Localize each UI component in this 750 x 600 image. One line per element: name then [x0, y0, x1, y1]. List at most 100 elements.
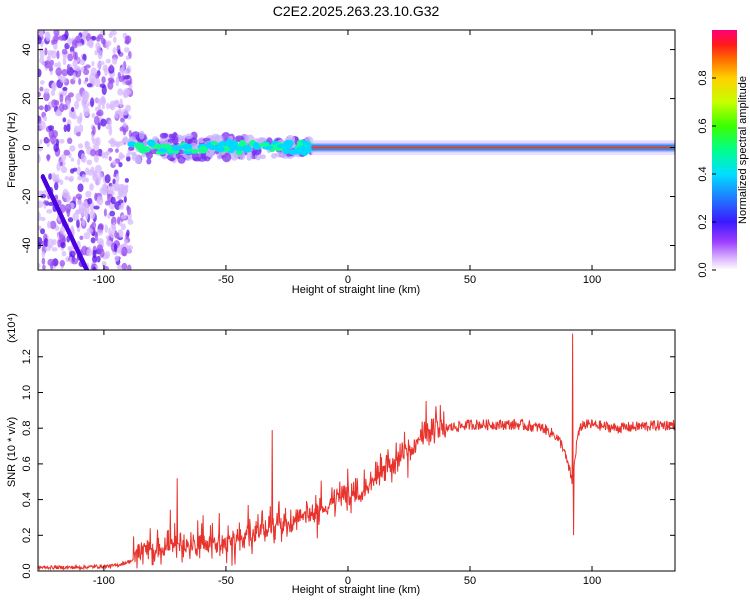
noise-blob	[98, 223, 104, 231]
noise-blob	[38, 154, 41, 164]
noise-blob	[106, 102, 110, 110]
noise-blob	[103, 208, 107, 217]
noise-blob	[70, 157, 75, 162]
noise-blob	[54, 182, 59, 191]
noise-blob	[106, 42, 110, 50]
noise-blob	[77, 183, 84, 192]
spectrogram-frame	[37, 29, 676, 271]
noise-blob	[85, 177, 89, 183]
noise-blob	[124, 238, 128, 245]
noise-blob	[62, 104, 68, 111]
noise-blob	[53, 30, 60, 37]
noise-blob	[116, 195, 122, 200]
noise-blob	[113, 101, 120, 108]
noise-blob	[60, 154, 67, 162]
noise-blob	[44, 104, 51, 112]
noise-blob	[50, 90, 56, 97]
noise-blob	[38, 200, 44, 208]
noise-blob	[62, 188, 69, 199]
noise-blob	[52, 42, 58, 50]
snr-y-ticks: 0.0 0.2 0.4 0.6 0.8 1.0 1.2	[21, 349, 675, 579]
noise-blob	[93, 153, 99, 163]
y-tick-label: -40	[21, 238, 33, 254]
noise-blob	[117, 216, 121, 225]
noise-blob	[54, 62, 59, 68]
x-tick-label: -50	[218, 274, 234, 286]
noise-blob	[117, 88, 124, 96]
band-core-blob	[252, 144, 262, 150]
noise-blob	[78, 202, 85, 213]
band-core-blob	[215, 145, 225, 152]
noise-blob	[101, 183, 108, 191]
noise-blob	[104, 174, 111, 184]
snr-y-multiplier: (x10⁴)	[6, 313, 18, 343]
noise-blob	[67, 217, 74, 223]
narrow-band-core	[311, 146, 675, 149]
noise-blob	[116, 264, 123, 270]
noise-blob	[76, 42, 83, 47]
x-tick-label: 100	[583, 274, 601, 286]
noise-blob	[84, 140, 89, 147]
noise-blob	[94, 178, 101, 186]
noise-blob	[38, 115, 42, 125]
band-outer-blob	[246, 153, 253, 161]
noise-blob	[92, 138, 99, 145]
band-core-blob	[135, 144, 146, 150]
noise-blob	[115, 173, 120, 184]
noise-blob	[62, 55, 67, 66]
noise-blob	[110, 141, 117, 148]
noise-blob	[87, 197, 93, 205]
noise-blob	[93, 205, 100, 210]
noise-blob	[74, 125, 80, 133]
noise-blob	[67, 37, 72, 46]
colorbar-tick-label: 0.0	[697, 262, 709, 277]
noise-blob	[100, 118, 107, 127]
noise-blob	[79, 59, 85, 66]
figure-title: C2E2.2025.263.23.10.G32	[273, 3, 440, 19]
band-core-blob	[127, 141, 137, 148]
noise-blob	[61, 250, 67, 257]
band-outer-blob	[131, 154, 140, 162]
band-outer-blob	[159, 132, 168, 139]
noise-blob	[46, 154, 50, 162]
noise-blob	[39, 139, 43, 144]
band-outer-blob	[184, 155, 192, 160]
noise-blob	[71, 114, 78, 120]
band-core-blob	[286, 140, 293, 148]
noise-blob	[40, 228, 46, 235]
noise-blob	[83, 106, 90, 117]
noise-blob	[117, 140, 124, 146]
noise-blob	[44, 60, 51, 69]
noise-blob	[41, 61, 45, 66]
band-outer-blob	[192, 157, 201, 162]
noise-blob	[86, 83, 93, 88]
y-tick-label: -20	[21, 189, 33, 205]
noise-blob	[90, 149, 96, 157]
noise-blob	[39, 216, 46, 222]
noise-blob	[114, 110, 119, 119]
noise-blob	[79, 235, 84, 241]
noise-blob	[109, 79, 115, 84]
band-core-blob	[276, 143, 287, 149]
noise-blob	[46, 209, 53, 214]
snr-frame	[37, 329, 676, 572]
y-tick-label: 0.0	[21, 563, 33, 578]
noise-blob	[69, 250, 76, 258]
noise-blob	[38, 142, 41, 148]
band-outer-blob	[214, 136, 219, 141]
noise-blob	[67, 53, 74, 62]
noise-blob	[48, 201, 54, 207]
noise-blob	[80, 31, 88, 38]
noise-blob	[125, 80, 132, 86]
noise-blob	[91, 60, 95, 67]
noise-blob	[104, 67, 108, 77]
band-core-blob	[228, 143, 239, 151]
noise-blob	[126, 229, 130, 237]
noise-blob	[51, 247, 58, 252]
noise-blob	[92, 125, 96, 136]
snr-panel: -100 -50 0 50 100 0.0 0.2 0.4 0.6 0.8 1.0 1.2 Heig…	[6, 313, 676, 596]
noise-blob	[108, 32, 113, 39]
noise-blob	[77, 175, 82, 181]
band-core-blob	[197, 147, 205, 153]
